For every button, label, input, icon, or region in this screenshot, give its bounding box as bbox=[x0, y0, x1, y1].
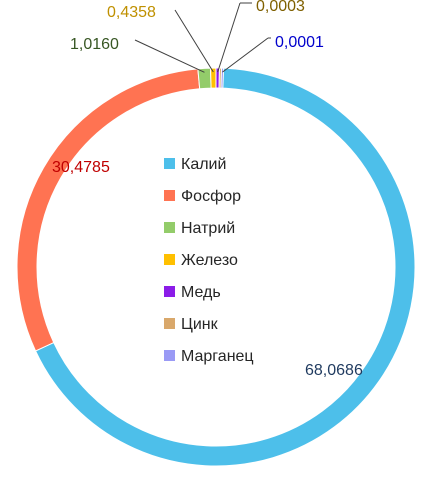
data-labels: 68,0686 30,4785 1,0160 0,4358 0,0003 0,0001 bbox=[52, 0, 363, 379]
legend-label: Фосфор bbox=[181, 188, 241, 205]
data-label-3: 1,0160 bbox=[70, 36, 119, 53]
legend-label: Натрий bbox=[181, 220, 235, 237]
data-label-4: 0,4358 bbox=[107, 4, 156, 21]
data-label-2: 30,4785 bbox=[52, 159, 110, 176]
legend-swatch bbox=[164, 318, 175, 329]
legend-item-7: Марганец bbox=[164, 348, 254, 365]
legend-label: Марганец bbox=[181, 348, 254, 365]
legend: Калий Фосфор Натрий Железо Медь Цинк Марганец bbox=[164, 156, 254, 365]
legend-item-4: Железо bbox=[164, 252, 238, 269]
leader-line-4 bbox=[174, 9, 214, 73]
legend-swatch bbox=[164, 222, 175, 233]
slice-3 bbox=[197, 67, 212, 90]
legend-item-3: Натрий bbox=[164, 220, 235, 237]
legend-item-2: Фосфор bbox=[164, 188, 241, 205]
legend-item-5: Медь bbox=[164, 284, 221, 301]
donut-slices bbox=[16, 67, 416, 467]
leader-line-7 bbox=[222, 37, 269, 73]
legend-swatch bbox=[164, 158, 175, 169]
slice-1 bbox=[34, 67, 416, 467]
legend-label: Медь bbox=[181, 284, 221, 301]
legend-label: Калий bbox=[181, 156, 226, 173]
legend-item-1: Калий bbox=[164, 156, 226, 173]
legend-label: Цинк bbox=[181, 316, 219, 333]
legend-item-6: Цинк bbox=[164, 316, 219, 333]
data-label-1: 68,0686 bbox=[305, 362, 363, 379]
leader-lines bbox=[134, 2, 271, 73]
leader-line-3 bbox=[134, 39, 205, 73]
legend-swatch bbox=[164, 350, 175, 361]
slice-2 bbox=[16, 68, 201, 352]
slice-7 bbox=[220, 67, 225, 89]
legend-swatch bbox=[164, 254, 175, 265]
leader-line-5 bbox=[217, 2, 241, 73]
legend-swatch bbox=[164, 286, 175, 297]
legend-swatch bbox=[164, 190, 175, 201]
data-label-5: 0,0003 bbox=[256, 0, 305, 15]
legend-label: Железо bbox=[181, 252, 238, 269]
data-label-7: 0,0001 bbox=[275, 34, 324, 51]
